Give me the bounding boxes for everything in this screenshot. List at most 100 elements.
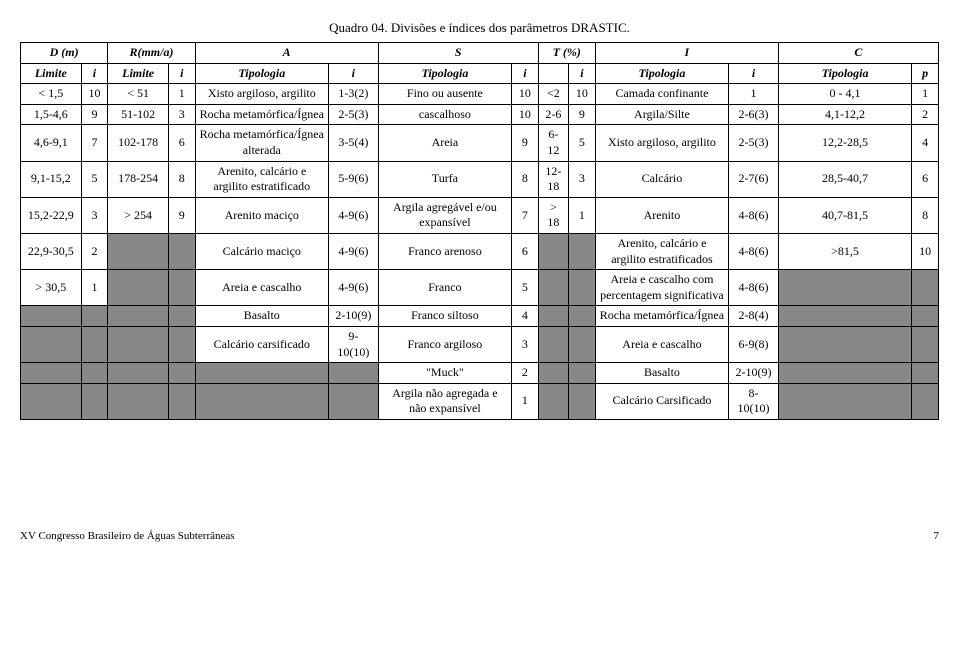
table-cell: 1 <box>512 383 539 419</box>
table-cell: "Muck" <box>378 363 511 384</box>
table-row: > 30,51Areia e cascalho4-9(6)Franco5Arei… <box>21 270 939 306</box>
table-cell <box>168 233 195 269</box>
table-cell: Franco <box>378 270 511 306</box>
table-cell: Calcário Carsificado <box>595 383 728 419</box>
col-r-limite: Limite <box>108 63 169 84</box>
table-cell <box>912 326 939 362</box>
col-t-val <box>538 63 568 84</box>
col-s-i: i <box>512 63 539 84</box>
table-row: 9,1-15,25178-2548Arenito, calcário e arg… <box>21 161 939 197</box>
table-cell: 40,7-81,5 <box>778 197 911 233</box>
table-cell: Franco siltoso <box>378 306 511 327</box>
col-t-i: i <box>569 63 596 84</box>
table-cell: 3 <box>569 161 596 197</box>
table-cell: Calcário maciço <box>195 233 328 269</box>
table-cell: Rocha metamórfica/Ígnea <box>595 306 728 327</box>
table-cell <box>538 233 568 269</box>
table-cell <box>912 306 939 327</box>
table-cell: 4,6-9,1 <box>21 125 82 161</box>
table-cell <box>81 326 108 362</box>
col-c-p: p <box>912 63 939 84</box>
table-cell: Areia e cascalho <box>195 270 328 306</box>
table-cell: Rocha metamórfica/Ígnea alterada <box>195 125 328 161</box>
table-cell: 9 <box>512 125 539 161</box>
col-group-t: T (%) <box>538 43 595 64</box>
table-cell: 1 <box>729 84 779 105</box>
table-cell: < 1,5 <box>21 84 82 105</box>
table-cell: Areia <box>378 125 511 161</box>
table-cell: Fino ou ausente <box>378 84 511 105</box>
footer-page-number: 7 <box>934 530 940 542</box>
table-cell: 12-18 <box>538 161 568 197</box>
table-cell <box>569 306 596 327</box>
table-cell: 3-5(4) <box>328 125 378 161</box>
table-cell: 10 <box>912 233 939 269</box>
table-cell: 1 <box>912 84 939 105</box>
table-cell: < 51 <box>108 84 169 105</box>
table-cell <box>108 363 169 384</box>
table-cell: 8 <box>512 161 539 197</box>
table-cell: > 254 <box>108 197 169 233</box>
col-i-i: i <box>729 63 779 84</box>
table-cell: Calcário carsificado <box>195 326 328 362</box>
table-cell: 4-9(6) <box>328 197 378 233</box>
table-cell: 22,9-30,5 <box>21 233 82 269</box>
table-cell: 178-254 <box>108 161 169 197</box>
table-cell: 6-9(8) <box>729 326 779 362</box>
table-cell: 2 <box>912 104 939 125</box>
table-cell <box>778 306 911 327</box>
table-cell <box>569 233 596 269</box>
table-cell: 15,2-22,9 <box>21 197 82 233</box>
table-cell: 4-9(6) <box>328 270 378 306</box>
table-cell: 9 <box>569 104 596 125</box>
table-cell <box>778 326 911 362</box>
table-cell <box>108 326 169 362</box>
table-cell: 2-8(4) <box>729 306 779 327</box>
col-d-i: i <box>81 63 108 84</box>
table-cell <box>108 270 169 306</box>
table-cell <box>778 270 911 306</box>
table-cell <box>778 383 911 419</box>
col-group-r: R(mm/a) <box>108 43 195 64</box>
table-row: 1,5-4,6951-1023Rocha metamórfica/Ígnea2-… <box>21 104 939 125</box>
table-cell: 4,1-12,2 <box>778 104 911 125</box>
col-i-tipologia: Tipologia <box>595 63 728 84</box>
table-cell: 4 <box>912 125 939 161</box>
table-cell: 8-10(10) <box>729 383 779 419</box>
table-cell <box>328 363 378 384</box>
table-cell <box>108 233 169 269</box>
table-cell <box>569 270 596 306</box>
header-row-groups: D (m) R(mm/a) A S T (%) I C <box>21 43 939 64</box>
table-cell <box>168 326 195 362</box>
table-cell <box>912 383 939 419</box>
table-cell: 9 <box>168 197 195 233</box>
table-cell: 4-8(6) <box>729 233 779 269</box>
table-cell: Argila/Silte <box>595 104 728 125</box>
table-cell: 5 <box>512 270 539 306</box>
table-cell: 6 <box>912 161 939 197</box>
table-cell: Franco arenoso <box>378 233 511 269</box>
table-cell <box>778 363 911 384</box>
table-cell: Calcário <box>595 161 728 197</box>
table-row: Basalto2-10(9)Franco siltoso4Rocha metam… <box>21 306 939 327</box>
table-cell: Arenito maciço <box>195 197 328 233</box>
table-cell: 10 <box>512 104 539 125</box>
table-cell <box>195 383 328 419</box>
table-cell: Xisto argiloso, argilito <box>595 125 728 161</box>
table-cell: 28,5-40,7 <box>778 161 911 197</box>
table-row: 4,6-9,17102-1786Rocha metamórfica/Ígnea … <box>21 125 939 161</box>
table-cell: Camada confinante <box>595 84 728 105</box>
table-cell: 2-10(9) <box>328 306 378 327</box>
table-cell <box>21 363 82 384</box>
col-r-i: i <box>168 63 195 84</box>
table-cell: Xisto argiloso, argilito <box>195 84 328 105</box>
table-cell: 8 <box>912 197 939 233</box>
table-cell: Basalto <box>595 363 728 384</box>
table-cell <box>21 326 82 362</box>
table-row: 22,9-30,52Calcário maciço4-9(6)Franco ar… <box>21 233 939 269</box>
table-cell: 2 <box>512 363 539 384</box>
table-cell <box>538 363 568 384</box>
table-cell: Arenito, calcário e argilito estratifica… <box>595 233 728 269</box>
table-cell: 0 - 4,1 <box>778 84 911 105</box>
table-cell <box>21 383 82 419</box>
